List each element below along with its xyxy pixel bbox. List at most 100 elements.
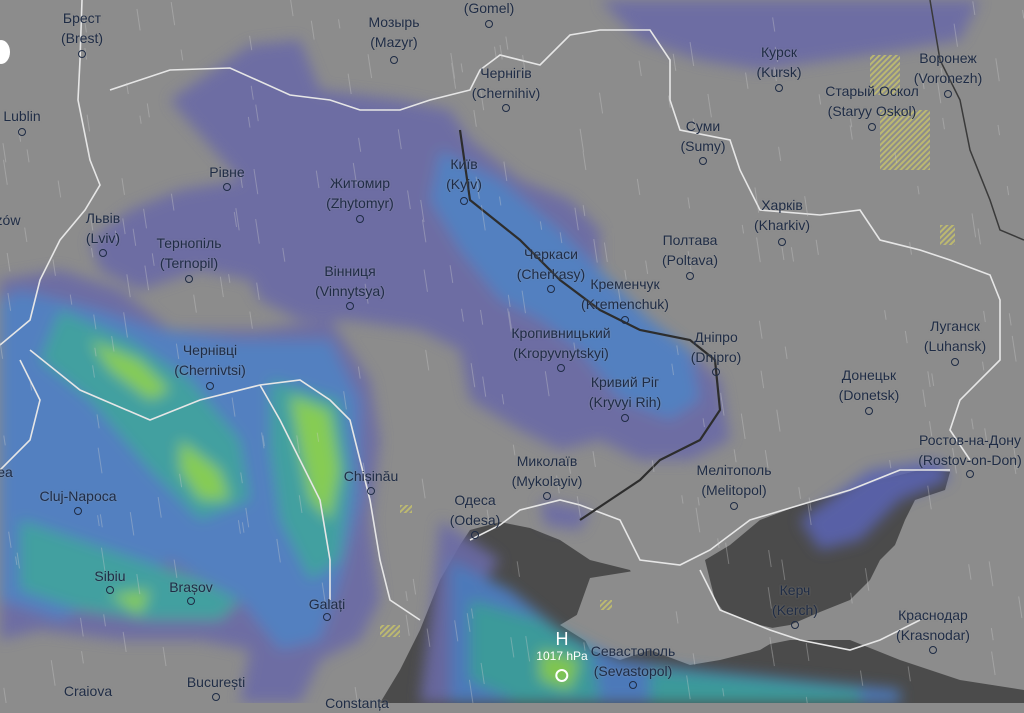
city-label[interactable]: Севастополь (Sevastopol) xyxy=(591,641,676,681)
city-label[interactable]: Рівне xyxy=(209,162,244,182)
city-label[interactable]: Львів (Lviv) xyxy=(86,208,120,248)
city-marker-icon[interactable] xyxy=(367,487,375,495)
city-marker-icon[interactable] xyxy=(485,20,493,28)
city-label[interactable]: Brașov xyxy=(169,577,213,597)
city-latin-name: (Sumy) xyxy=(680,138,726,154)
city-label[interactable]: Чернігів (Chernihiv) xyxy=(472,63,540,103)
city-marker-icon[interactable] xyxy=(106,586,114,594)
city-marker-icon[interactable] xyxy=(791,621,799,629)
city-marker-icon[interactable] xyxy=(78,50,86,58)
wind-streak xyxy=(466,613,471,632)
wind-streak xyxy=(352,162,357,185)
city-marker-icon[interactable] xyxy=(356,215,364,223)
city-label[interactable]: Полтава (Poltava) xyxy=(662,230,718,270)
city-label[interactable]: Миколаїв (Mykolayiv) xyxy=(512,451,583,491)
city-marker-icon[interactable] xyxy=(929,646,937,654)
wind-streak xyxy=(521,290,526,314)
city-marker-icon[interactable] xyxy=(390,56,398,64)
city-label[interactable]: Ростов-на-Дону (Rostov-on-Don) xyxy=(918,430,1021,470)
city-label[interactable]: Краснодар (Krasnodar) xyxy=(896,605,970,645)
city-label[interactable]: București xyxy=(187,672,245,692)
city-marker-icon[interactable] xyxy=(74,507,82,515)
city-label[interactable]: Київ (Kyiv) xyxy=(446,154,482,194)
city-marker-icon[interactable] xyxy=(730,502,738,510)
city-marker-icon[interactable] xyxy=(775,84,783,92)
city-label[interactable]: Луганск (Luhansk) xyxy=(924,316,986,356)
city-label[interactable]: zów xyxy=(0,210,20,230)
city-label[interactable]: Galați xyxy=(309,594,346,614)
city-marker-icon[interactable] xyxy=(951,358,959,366)
city-label[interactable]: Кременчук (Kremenchuk) xyxy=(581,274,669,314)
city-label[interactable]: Чернівці (Chernivtsi) xyxy=(174,340,246,380)
city-marker-icon[interactable] xyxy=(868,123,876,131)
city-name: Харків xyxy=(761,197,803,213)
city-marker-icon[interactable] xyxy=(699,157,707,165)
city-marker-icon[interactable] xyxy=(712,368,720,376)
city-marker-icon[interactable] xyxy=(621,316,629,324)
city-marker-icon[interactable] xyxy=(187,597,195,605)
city-label[interactable]: Черкаси (Cherkasy) xyxy=(517,244,585,284)
city-label[interactable]: Керч (Kerch) xyxy=(772,580,818,620)
city-name: Кривий Ріг xyxy=(590,374,660,390)
city-marker-icon[interactable] xyxy=(346,302,354,310)
city-label[interactable]: Chișinău xyxy=(344,466,398,486)
city-label[interactable]: Старый Оскол (Staryy Oskol) xyxy=(825,81,919,121)
city-marker-icon[interactable] xyxy=(543,492,551,500)
city-marker-icon[interactable] xyxy=(223,183,231,191)
city-label[interactable]: Constanța xyxy=(325,693,389,713)
city-marker-icon[interactable] xyxy=(471,531,479,539)
city-label[interactable]: Одеса (Odesa) xyxy=(450,490,501,530)
wind-streak xyxy=(671,363,675,376)
city-label[interactable]: Кропивницький (Kropyvnytskyi) xyxy=(511,323,610,363)
city-marker-icon[interactable] xyxy=(547,285,555,293)
wind-streak xyxy=(889,459,892,469)
city-marker-icon[interactable] xyxy=(686,272,694,280)
city-name: Брест xyxy=(62,10,102,26)
city-label[interactable]: Воронеж (Voronezh) xyxy=(914,48,982,88)
wind-streak xyxy=(347,73,352,95)
city-marker-icon[interactable] xyxy=(557,364,565,372)
city-name: Ростов-на-Дону xyxy=(918,432,1021,448)
city-marker-icon[interactable] xyxy=(99,249,107,257)
city-marker-icon[interactable] xyxy=(966,470,974,478)
city-label[interactable]: Lublin xyxy=(3,106,40,126)
city-label[interactable]: (Gomel) xyxy=(464,0,515,18)
wind-streak xyxy=(733,449,737,463)
city-latin-name: (Kyiv) xyxy=(446,176,482,192)
city-label[interactable]: ea xyxy=(0,462,13,482)
city-marker-icon[interactable] xyxy=(212,693,220,701)
city-label[interactable]: Донецьк (Donetsk) xyxy=(839,365,900,405)
city-marker-icon[interactable] xyxy=(206,382,214,390)
city-label[interactable]: Харків (Kharkiv) xyxy=(754,195,810,235)
city-label[interactable]: Sibiu xyxy=(94,566,125,586)
city-marker-icon[interactable] xyxy=(865,407,873,415)
city-marker-icon[interactable] xyxy=(460,197,468,205)
city-marker-icon[interactable] xyxy=(323,613,331,621)
city-marker-icon[interactable] xyxy=(629,681,637,689)
city-label[interactable]: Кривий Ріг (Kryvyi Rih) xyxy=(589,372,661,412)
city-label[interactable]: Суми (Sumy) xyxy=(680,116,725,156)
city-label[interactable]: Мелітополь (Melitopol) xyxy=(697,460,772,500)
wind-streak xyxy=(927,485,932,510)
city-marker-icon[interactable] xyxy=(185,275,193,283)
city-label[interactable]: Тернопіль (Ternopil) xyxy=(156,233,221,273)
city-label[interactable]: Вінниця (Vinnytsya) xyxy=(315,261,385,301)
city-label[interactable]: Craiova xyxy=(64,681,112,701)
city-label[interactable]: Дніпро (Dnipro) xyxy=(691,327,742,367)
location-marker[interactable] xyxy=(0,40,10,64)
city-marker-icon[interactable] xyxy=(778,238,786,246)
city-marker-icon[interactable] xyxy=(18,128,26,136)
city-latin-name: (Poltava) xyxy=(661,252,719,268)
city-marker-icon[interactable] xyxy=(944,90,952,98)
city-label[interactable]: Брест (Brest) xyxy=(61,8,103,48)
city-marker-icon[interactable] xyxy=(502,104,510,112)
city-label[interactable]: Cluj-Napoca xyxy=(39,486,116,506)
city-label[interactable]: Курск (Kursk) xyxy=(756,42,801,82)
city-name: Тернопіль xyxy=(156,235,222,251)
city-label[interactable]: Мозырь (Mazyr) xyxy=(368,12,419,52)
city-label[interactable]: Житомир (Zhytomyr) xyxy=(326,173,394,213)
wind-streak xyxy=(173,559,178,578)
city-marker-icon[interactable] xyxy=(621,414,629,422)
wind-streak xyxy=(282,247,286,262)
